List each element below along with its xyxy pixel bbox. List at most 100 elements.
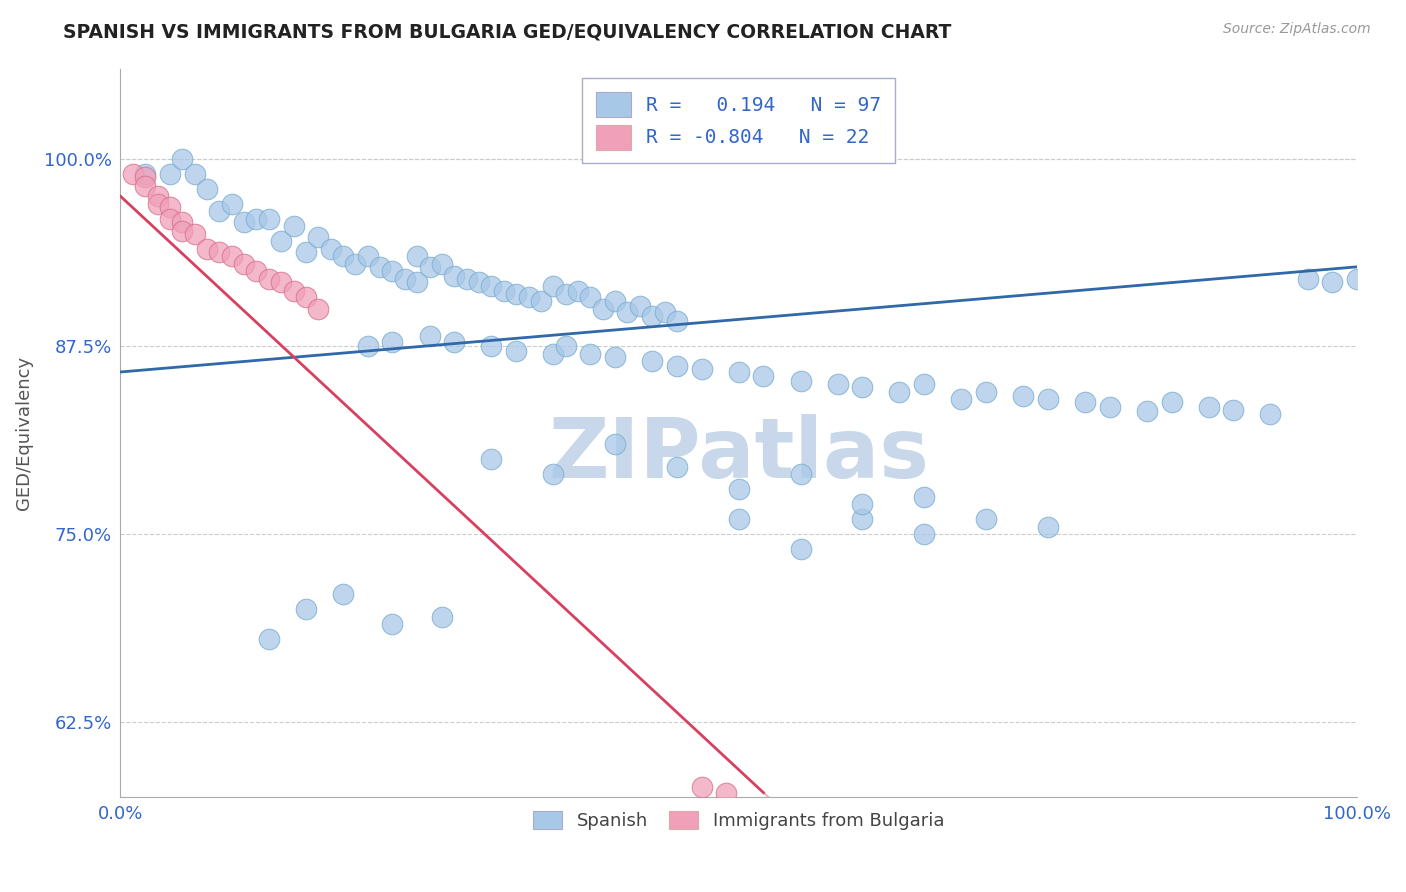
- Point: [146, 189, 169, 203]
- Point: [1222, 402, 1244, 417]
- Point: [974, 384, 997, 399]
- Point: [146, 196, 169, 211]
- Point: [381, 617, 404, 632]
- Text: ZIPatlas: ZIPatlas: [548, 414, 929, 495]
- Text: SPANISH VS IMMIGRANTS FROM BULGARIA GED/EQUIVALENCY CORRELATION CHART: SPANISH VS IMMIGRANTS FROM BULGARIA GED/…: [63, 22, 952, 41]
- Point: [912, 377, 935, 392]
- Point: [481, 452, 503, 467]
- Point: [603, 437, 626, 451]
- Point: [1296, 272, 1319, 286]
- Point: [381, 334, 404, 349]
- Point: [332, 249, 354, 263]
- Point: [295, 290, 318, 304]
- Point: [690, 780, 713, 794]
- Point: [727, 365, 749, 379]
- Point: [505, 286, 527, 301]
- Point: [183, 167, 205, 181]
- Point: [332, 587, 354, 601]
- Point: [690, 362, 713, 376]
- Point: [159, 200, 181, 214]
- Point: [727, 482, 749, 496]
- Point: [1036, 392, 1059, 406]
- Point: [889, 384, 911, 399]
- Point: [579, 347, 602, 361]
- Point: [579, 290, 602, 304]
- Point: [641, 310, 664, 324]
- Point: [159, 211, 181, 226]
- Point: [851, 380, 873, 394]
- Point: [394, 272, 416, 286]
- Point: [430, 257, 453, 271]
- Point: [257, 211, 280, 226]
- Point: [257, 632, 280, 647]
- Text: Source: ZipAtlas.com: Source: ZipAtlas.com: [1223, 22, 1371, 37]
- Point: [443, 268, 465, 283]
- Point: [406, 275, 429, 289]
- Point: [456, 272, 478, 286]
- Point: [183, 227, 205, 241]
- Point: [616, 305, 638, 319]
- Point: [295, 244, 318, 259]
- Point: [851, 497, 873, 511]
- Point: [134, 169, 156, 184]
- Point: [541, 347, 564, 361]
- Point: [121, 167, 143, 181]
- Point: [665, 314, 688, 328]
- Point: [245, 264, 267, 278]
- Point: [344, 257, 367, 271]
- Point: [221, 196, 243, 211]
- Point: [789, 467, 811, 482]
- Point: [430, 610, 453, 624]
- Point: [789, 542, 811, 557]
- Point: [1160, 395, 1182, 409]
- Point: [270, 275, 292, 289]
- Point: [357, 339, 380, 353]
- Point: [851, 512, 873, 526]
- Point: [419, 260, 441, 274]
- Point: [270, 235, 292, 249]
- Point: [172, 215, 194, 229]
- Point: [257, 272, 280, 286]
- Point: [233, 257, 256, 271]
- Point: [974, 512, 997, 526]
- Point: [134, 178, 156, 193]
- Point: [912, 527, 935, 541]
- Point: [1036, 520, 1059, 534]
- Point: [567, 284, 589, 298]
- Point: [554, 286, 576, 301]
- Point: [307, 229, 329, 244]
- Point: [541, 279, 564, 293]
- Point: [319, 242, 342, 256]
- Point: [912, 490, 935, 504]
- Point: [603, 294, 626, 309]
- Point: [295, 602, 318, 616]
- Point: [1074, 395, 1097, 409]
- Point: [233, 215, 256, 229]
- Point: [752, 369, 775, 384]
- Point: [789, 374, 811, 388]
- Point: [727, 512, 749, 526]
- Point: [283, 219, 305, 234]
- Point: [245, 211, 267, 226]
- Point: [827, 377, 849, 392]
- Point: [1260, 407, 1282, 421]
- Point: [283, 284, 305, 298]
- Point: [1322, 275, 1344, 289]
- Point: [195, 242, 218, 256]
- Point: [950, 392, 973, 406]
- Point: [654, 305, 676, 319]
- Point: [592, 301, 614, 316]
- Point: [134, 167, 156, 181]
- Point: [1346, 272, 1368, 286]
- Point: [406, 249, 429, 263]
- Point: [1198, 400, 1220, 414]
- Point: [468, 275, 491, 289]
- Point: [541, 467, 564, 482]
- Point: [443, 334, 465, 349]
- Point: [1136, 404, 1159, 418]
- Point: [641, 354, 664, 368]
- Point: [172, 152, 194, 166]
- Point: [195, 182, 218, 196]
- Point: [307, 301, 329, 316]
- Point: [357, 249, 380, 263]
